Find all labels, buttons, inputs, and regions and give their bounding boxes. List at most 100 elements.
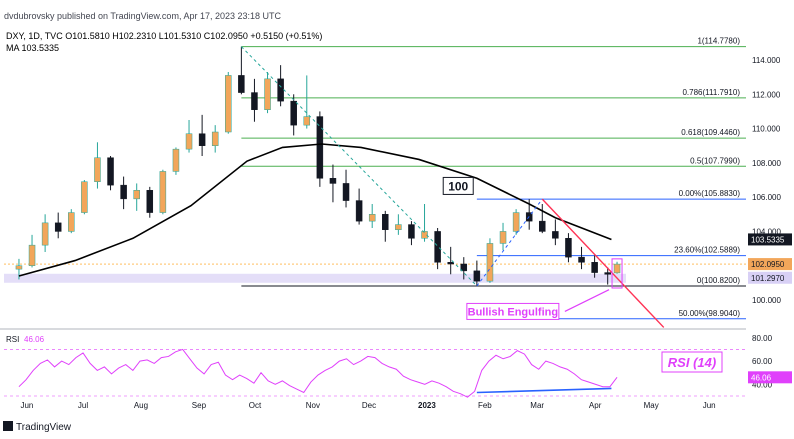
y-tick-label: 114.000 [752,56,781,65]
candle-body [434,231,441,263]
rsi-value-tag-text: 46.06 [751,373,772,382]
ma-line [18,143,612,277]
falling-trendline [541,198,665,328]
candle-body [133,190,140,200]
candle-body [499,231,507,244]
y-axis: 114.000 112.000 110.000 108.000 106.000 104.0… [752,56,781,389]
candle-body [552,231,559,239]
price-tag [748,233,792,246]
x-tick-label: May [644,401,659,410]
candle-body [172,148,180,172]
candle-body [225,75,232,133]
candle-body [290,100,297,126]
candle-body [159,171,167,213]
support-zone [4,273,626,283]
candle-body [316,116,324,179]
bullish-engulfing-label: Bullish Engulfing [468,306,558,318]
candle-body [368,214,376,222]
engulfing-highlight [611,258,623,289]
x-tick-label: Jul [78,401,88,410]
x-tick-label: Feb [478,401,492,410]
fib-trend-dashed-2 [476,198,543,287]
candle-body [460,263,468,272]
ma-100-callout [442,176,474,195]
candle-body [238,75,245,93]
rsi-y-tick-label: 40.00 [752,380,773,389]
fib-level-label: 0.00%(105.8830) [679,189,741,198]
candle-body [565,238,572,258]
candle-body [303,116,311,126]
candle-body [81,181,88,213]
y-tick-label: 110.000 [752,125,781,134]
tradingview-logo-icon [3,421,13,431]
y-tick-label: 112.000 [752,90,781,99]
price-tag [748,258,792,271]
tradingview-brand: TradingView [16,422,72,433]
candle-body [277,78,284,102]
fib-level-label: 1(114.7780) [697,37,740,46]
fib-level-label: 0.618(109.4460) [681,128,740,137]
x-tick-label: Dec [362,401,376,410]
candle-body [68,212,75,232]
fib-level-label: 0.786(111.7910) [682,88,740,97]
callout-arrow [564,289,610,312]
price-tag-text: 101.2970 [751,274,785,283]
x-tick-label: Sep [192,401,207,410]
rsi-line [18,348,618,398]
candle-body [604,272,611,275]
bullish-engulfing-callout [466,302,560,320]
rsi-y-tick-label: 80.00 [752,334,773,343]
x-tick-label: Jun [20,401,33,410]
candle-body [408,224,415,239]
candle-body [486,243,494,282]
candle-body [120,184,127,200]
x-tick-label: Mar [530,401,544,410]
price-labels: 103.5335 102.0950 101.2970 46.06 [748,233,792,384]
rsi-callout [661,351,723,373]
footer: TradingView [3,421,72,433]
rsi-legend: RSI [6,335,19,344]
x-tick-label: 2023 [418,401,436,410]
candle-body [421,231,428,239]
fib-level-label: 0.5(107.7990) [690,156,740,165]
symbol-line: DXY, 1D, TVC O101.5810 H102.2310 L101.53… [6,31,322,41]
candle-body [355,200,363,222]
fib-level-label: 50.00%(98.9040) [679,309,741,318]
y-tick-label: 106.000 [752,193,781,202]
candle-body [251,92,258,110]
ma-legend: MA 103.5335 [6,43,59,53]
candle-body [211,131,219,146]
candle-body [54,222,62,232]
fib-level-label: 23.60%(102.5889) [674,246,740,255]
candle-body [447,262,454,265]
candle-body [382,214,389,230]
rsi-callout-label: RSI (14) [668,355,716,370]
candle-body [591,262,598,273]
candle-body [28,244,36,266]
candle-body [578,256,585,263]
candle-body [146,190,154,213]
candle-body [41,222,49,246]
candle-body [342,183,350,201]
rsi-trendline [476,387,612,394]
candle-body [15,265,23,270]
candle-body [329,178,337,184]
candle-body [94,157,101,182]
x-tick-label: Oct [249,401,262,410]
fib-level-label: 0(100.8200) [697,276,740,285]
y-tick-label: 108.000 [752,159,781,168]
candle-body [107,157,114,186]
candle-body [185,133,193,150]
publisher-line: dvdubrovsky published on TradingView.com… [4,11,282,21]
price-tag-text: 102.0950 [751,260,785,269]
x-tick-label: Apr [589,401,602,410]
candle-body [198,133,206,146]
rsi-legend-value: 46.06 [24,335,45,344]
candle-body [264,78,271,110]
rsi-y-tick-label: 60.00 [752,357,773,366]
x-tick-label: Aug [134,401,148,410]
ma-100-label: 100 [448,179,468,193]
price-tag [748,271,792,284]
x-tick-label: Jun [703,401,716,410]
fib-trend-dashed [241,46,478,287]
